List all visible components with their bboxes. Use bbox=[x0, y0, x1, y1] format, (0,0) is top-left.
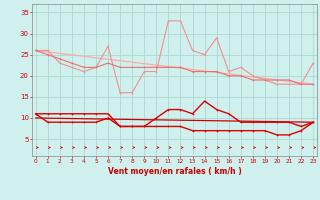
X-axis label: Vent moyen/en rafales ( km/h ): Vent moyen/en rafales ( km/h ) bbox=[108, 167, 241, 176]
